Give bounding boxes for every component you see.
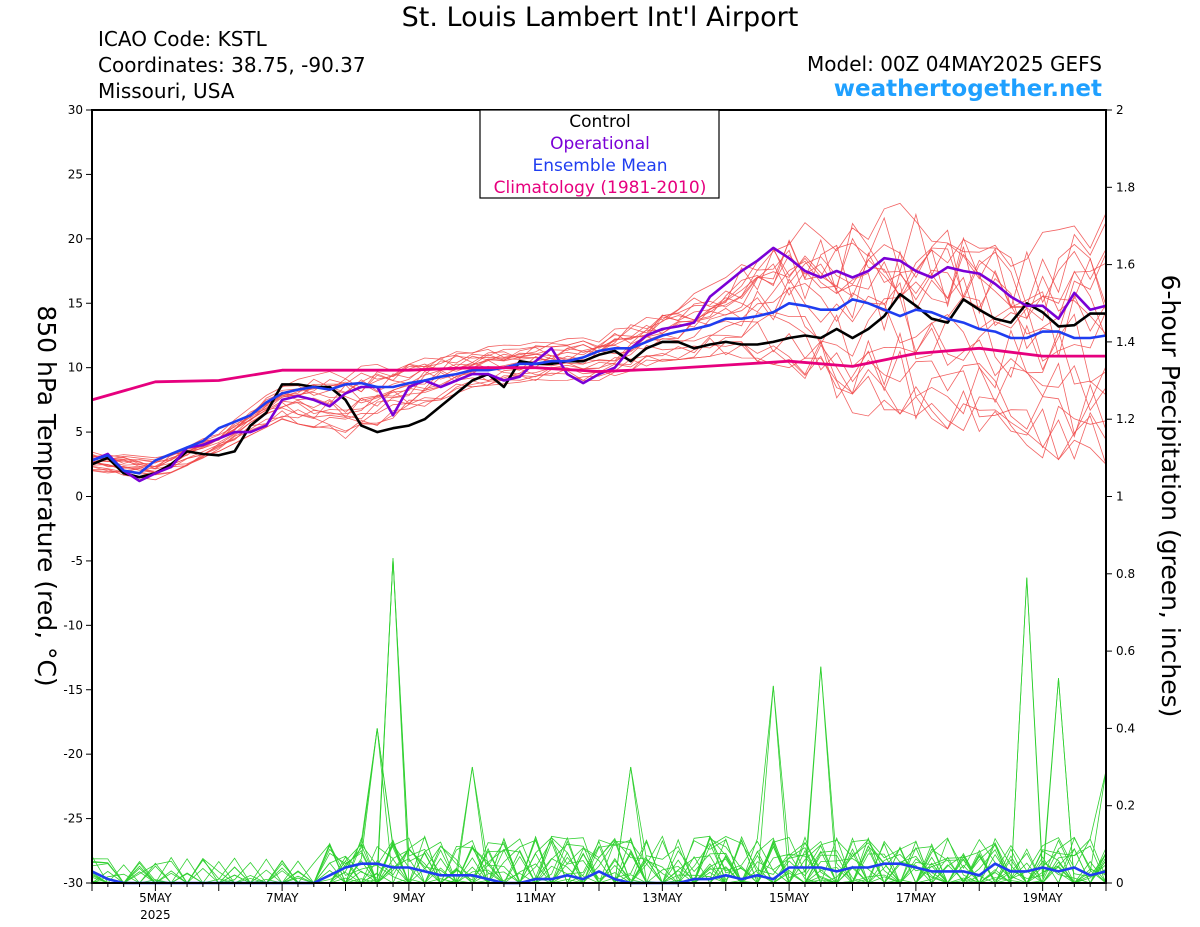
y-left-label: 850 hPa Temperature (red, °C)	[32, 305, 61, 686]
y-right-tick-label: 0	[1116, 876, 1124, 890]
y-right-tick-label: 0.6	[1116, 644, 1135, 658]
temp-member-line	[91, 202, 1107, 459]
y-right-tick-label: 2	[1116, 103, 1124, 117]
y-left-tick-label: -20	[63, 747, 83, 761]
series-line-climatology-1981-2010-	[91, 346, 1106, 402]
precip-member-line	[91, 558, 1106, 885]
region: Missouri, USA	[98, 79, 235, 103]
y-right-tick-label: 0.2	[1116, 799, 1135, 813]
y-left-tick-label: 20	[68, 232, 83, 246]
axes: 302520151050-5-10-15-20-25-3021.81.61.41…	[32, 103, 1185, 922]
precip-member-line	[91, 577, 1107, 884]
site-link[interactable]: weathertogether.net	[833, 76, 1102, 102]
model-run: Model: 00Z 04MAY2025 GEFS	[807, 52, 1102, 76]
y-left-tick-label: 5	[75, 425, 83, 439]
y-right-tick-label: 1.6	[1116, 258, 1135, 272]
series-lines	[91, 246, 1107, 885]
precip-member-line	[92, 577, 1107, 884]
y-left-tick-label: 30	[68, 103, 83, 117]
coordinates: Coordinates: 38.75, -90.37	[98, 53, 366, 77]
temp-member-line	[91, 260, 1107, 470]
temp-member-line	[91, 352, 1107, 476]
y-right-tick-label: 1.8	[1116, 180, 1135, 194]
x-tick-label: 9MAY	[393, 891, 426, 905]
icao-code: ICAO Code: KSTL	[98, 27, 267, 51]
y-right-tick-label: 0.8	[1116, 567, 1135, 581]
precip-member-line	[92, 770, 1107, 885]
x-tick-label: 11MAY	[516, 891, 557, 905]
plot-frame	[91, 109, 1107, 884]
temp-member-line	[91, 340, 1107, 475]
y-left-tick-label: 15	[68, 296, 83, 310]
precip-member-line	[91, 728, 1107, 885]
x-tick-label: 7MAY	[266, 891, 299, 905]
x-tick-sublabel: 2025	[140, 908, 171, 922]
x-tick-label: 15MAY	[769, 891, 810, 905]
precip-member-line	[91, 558, 1107, 884]
y-left-tick-label: 10	[68, 361, 83, 375]
y-right-tick-label: 1.2	[1116, 412, 1135, 426]
x-tick-label: 13MAY	[642, 891, 683, 905]
legend-entry: Ensemble Mean	[532, 156, 667, 176]
y-left-tick-label: -15	[63, 683, 83, 697]
series-line-operational	[91, 246, 1107, 483]
y-right-tick-label: 1	[1116, 490, 1124, 504]
temp-member-line	[91, 312, 1107, 474]
temp-member-line	[91, 311, 1107, 474]
temp-member-line	[91, 236, 1107, 464]
ensemble-members	[91, 202, 1107, 885]
y-right-label: 6-hour Precipitation (green, inches)	[1156, 275, 1185, 718]
series-line-control	[91, 292, 1106, 479]
x-tick-label: 5MAY	[139, 891, 172, 905]
chart-title: St. Louis Lambert Int'l Airport	[401, 2, 799, 33]
precip-member-line	[91, 558, 1107, 884]
y-right-tick-label: 0.4	[1116, 721, 1135, 735]
x-tick-label: 17MAY	[896, 891, 937, 905]
temp-member-line	[91, 212, 1107, 465]
x-tick-label: 19MAY	[1023, 891, 1064, 905]
legend-entry: Control	[569, 112, 630, 132]
y-left-tick-label: -25	[63, 812, 83, 826]
temp-member-line	[91, 320, 1107, 475]
y-left-tick-label: -10	[63, 618, 83, 632]
y-left-tick-label: 25	[68, 167, 83, 181]
legend-entry: Climatology (1981-2010)	[494, 178, 707, 198]
series-line-ensemble-mean	[91, 298, 1107, 475]
y-right-tick-label: 1.4	[1116, 335, 1135, 349]
y-left-tick-label: 0	[75, 490, 83, 504]
y-left-tick-label: -30	[63, 876, 83, 890]
temp-member-line	[91, 337, 1107, 478]
legend-box	[479, 109, 720, 199]
legend-entry: Operational	[550, 134, 650, 154]
y-left-tick-label: -5	[71, 554, 83, 568]
